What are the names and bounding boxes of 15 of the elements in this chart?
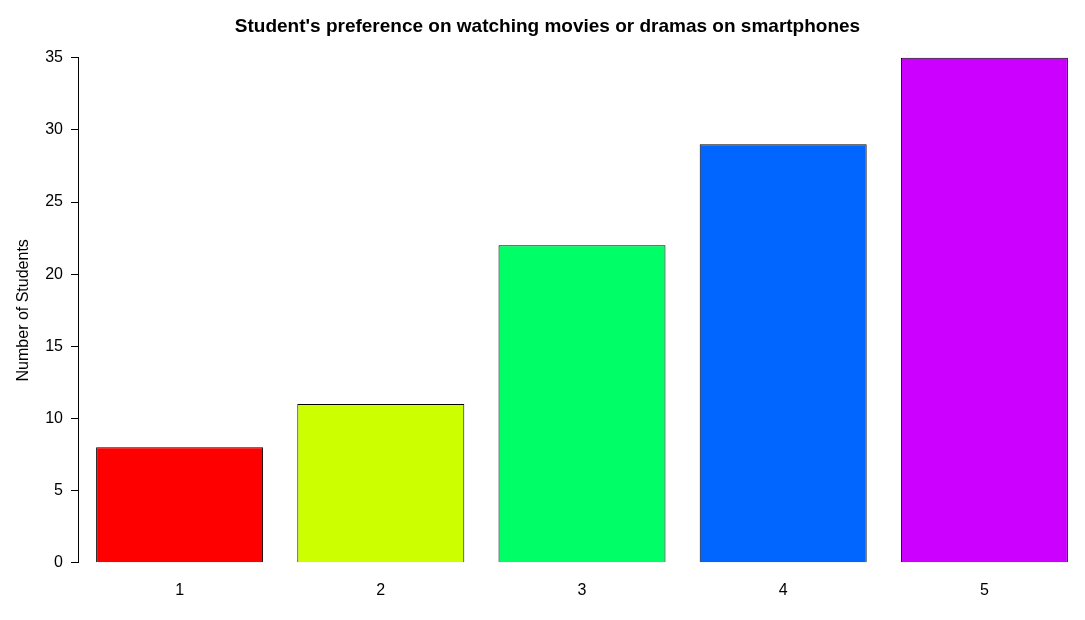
x-tick-label: 5 [979, 580, 989, 598]
x-tick-label: 2 [376, 580, 386, 598]
x-tick-label: 4 [778, 580, 788, 598]
y-tick-label: 20 [45, 264, 64, 282]
y-tick-label: 30 [45, 120, 64, 138]
x-tick-label: 1 [175, 580, 185, 598]
y-tick-label: 35 [45, 48, 64, 66]
y-tick-label: 25 [45, 192, 64, 210]
y-tick-label: 5 [54, 481, 64, 499]
chart-title: Student's preference on watching movies or dramas on smartphones [234, 14, 861, 36]
y-axis-title: Number of Students [14, 239, 32, 382]
y-tick-label: 10 [45, 408, 64, 426]
x-tick-label: 3 [577, 580, 587, 598]
y-tick-label: 15 [45, 336, 64, 354]
y-tick-label: 0 [54, 553, 64, 571]
